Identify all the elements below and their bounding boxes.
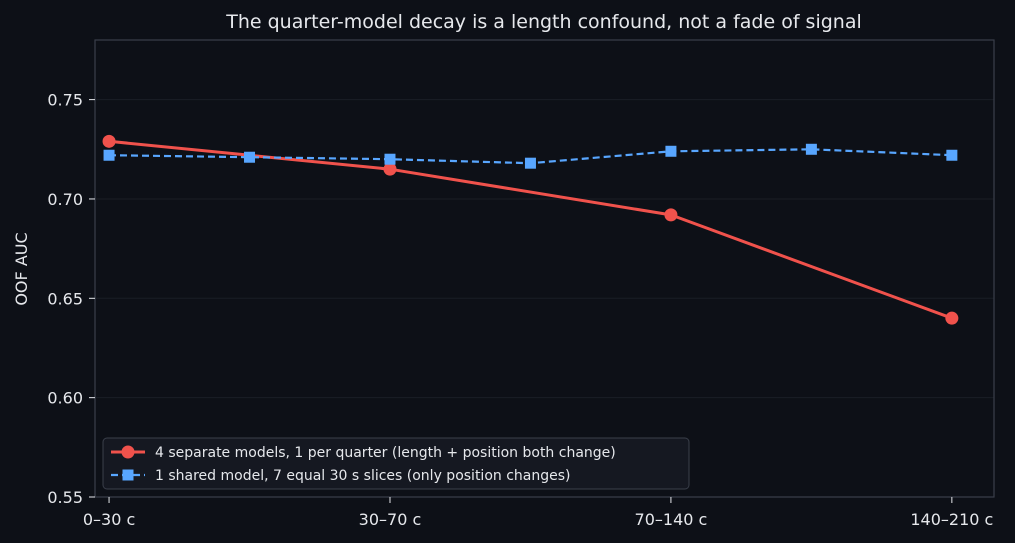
y-tick-label: 0.75 — [47, 91, 83, 110]
legend-box — [102, 437, 690, 490]
legend: 4 separate models, 1 per quarter (length… — [102, 437, 690, 490]
data-point — [524, 157, 536, 169]
x-tick-label: 140–210 c — [910, 510, 993, 529]
legend-entry: 1 shared model, 7 equal 30 s slices (onl… — [111, 468, 571, 484]
plot-frame — [94, 39, 995, 498]
legend-swatch-marker — [122, 469, 134, 481]
y-axis-label: OOF AUC — [12, 232, 31, 305]
legend-label: 1 shared model, 7 equal 30 s slices (onl… — [155, 468, 571, 484]
y-tick-label: 0.55 — [47, 488, 83, 507]
y-tick-label: 0.65 — [47, 289, 83, 308]
y-tick-label: 0.70 — [47, 190, 83, 209]
plot-area: 0.55 0.60 0.65 0.70 0.75 0–30 c 30–70 c 70–140 … — [47, 39, 995, 529]
data-point — [805, 143, 817, 155]
legend-entry: 4 separate models, 1 per quarter (length… — [111, 445, 616, 461]
x-tick-label: 30–70 c — [359, 510, 422, 529]
x-tick-label: 0–30 c — [83, 510, 135, 529]
data-point — [102, 134, 116, 148]
data-point — [664, 208, 678, 222]
data-point — [946, 149, 958, 161]
data-point — [383, 162, 397, 176]
y-tick-label: 0.60 — [47, 389, 83, 408]
legend-swatch-marker — [121, 445, 135, 459]
data-point — [103, 149, 115, 161]
data-point — [384, 153, 396, 165]
data-point — [665, 145, 677, 157]
data-point — [945, 311, 959, 325]
x-tick-label: 70–140 c — [635, 510, 708, 529]
legend-label: 4 separate models, 1 per quarter (length… — [155, 445, 616, 461]
data-point — [244, 151, 256, 163]
chart-title: The quarter-model decay is a length conf… — [225, 11, 862, 33]
series-2 — [103, 143, 958, 169]
